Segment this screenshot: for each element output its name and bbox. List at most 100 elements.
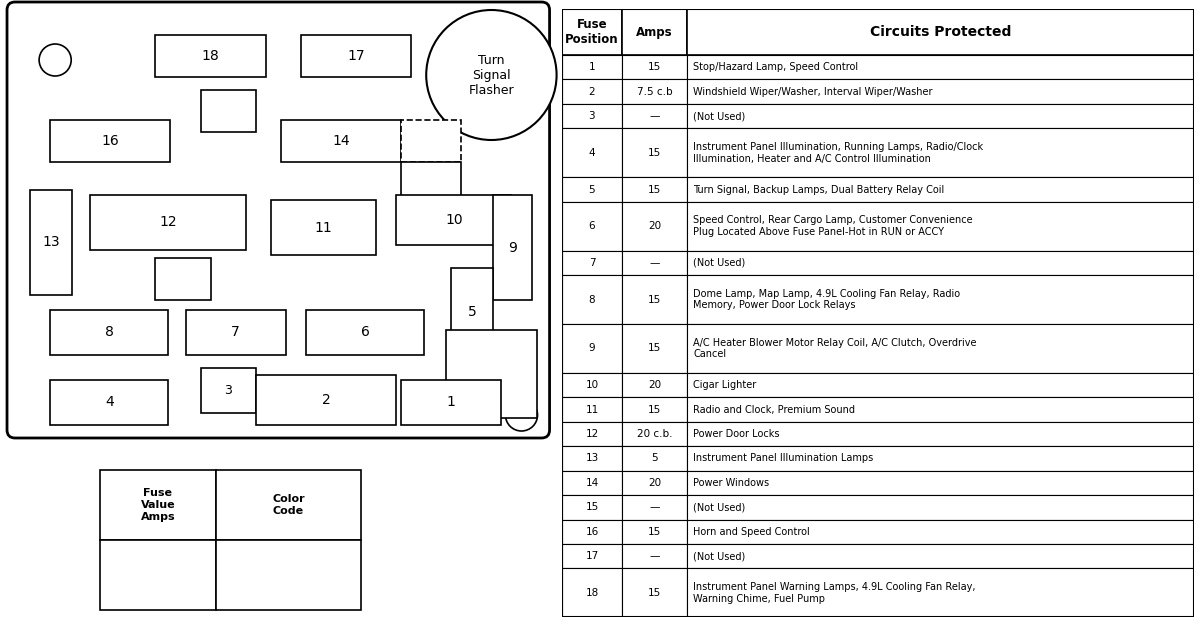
Text: 20: 20 (648, 478, 661, 488)
Text: (Not Used): (Not Used) (694, 502, 745, 512)
Text: 8: 8 (104, 326, 114, 340)
Bar (686, 202, 1194, 251)
Bar (562, 104, 623, 129)
Text: 18: 18 (586, 588, 599, 598)
Text: Amps: Amps (636, 26, 673, 39)
Text: 16: 16 (586, 527, 599, 537)
Bar (562, 275, 623, 324)
Bar (686, 544, 1194, 568)
Bar (562, 251, 623, 275)
Text: Turn Signal, Backup Lamps, Dual Battery Relay Coil: Turn Signal, Backup Lamps, Dual Battery … (694, 185, 944, 195)
Bar (686, 446, 1194, 471)
Bar (686, 373, 1194, 398)
Bar (562, 471, 623, 495)
Text: Color
Code: Color Code (272, 494, 305, 516)
Bar (562, 177, 623, 202)
Text: —: — (649, 258, 660, 268)
Bar (623, 202, 686, 251)
Text: Power Windows: Power Windows (694, 478, 769, 488)
Text: 4: 4 (589, 148, 595, 158)
Text: 17: 17 (347, 49, 365, 63)
Text: 10: 10 (586, 380, 599, 390)
Bar (686, 471, 1194, 495)
Bar (562, 398, 623, 422)
Text: (Not Used): (Not Used) (694, 551, 745, 561)
FancyBboxPatch shape (271, 200, 376, 255)
Text: 1: 1 (446, 396, 456, 410)
Bar (686, 9, 1194, 55)
FancyBboxPatch shape (50, 310, 168, 355)
Text: Stop/Hazard Lamp, Speed Control: Stop/Hazard Lamp, Speed Control (694, 62, 858, 72)
Text: 11: 11 (314, 220, 332, 234)
Bar (623, 79, 686, 104)
FancyBboxPatch shape (7, 2, 550, 438)
Text: Cigar Lighter: Cigar Lighter (694, 380, 756, 390)
Bar (562, 422, 623, 446)
Text: 16: 16 (102, 134, 119, 148)
Bar (623, 251, 686, 275)
Text: 9: 9 (589, 343, 595, 353)
Bar (686, 79, 1194, 104)
Text: 13: 13 (586, 454, 599, 464)
Bar (686, 324, 1194, 373)
Text: 18: 18 (202, 49, 220, 63)
Bar (623, 520, 686, 544)
Bar (686, 568, 1194, 617)
Bar (623, 495, 686, 520)
Text: 5: 5 (589, 185, 595, 195)
Text: (Not Used): (Not Used) (694, 111, 745, 121)
Text: 5: 5 (652, 454, 658, 464)
Text: 3: 3 (224, 384, 232, 397)
Bar (562, 446, 623, 471)
Text: 3: 3 (589, 111, 595, 121)
Text: 8: 8 (589, 295, 595, 304)
Bar (623, 55, 686, 79)
FancyBboxPatch shape (200, 368, 256, 413)
Bar (686, 104, 1194, 129)
Bar (562, 129, 623, 177)
FancyBboxPatch shape (396, 195, 511, 245)
Bar (686, 177, 1194, 202)
Text: Fuse
Position: Fuse Position (565, 18, 619, 46)
FancyBboxPatch shape (301, 35, 412, 77)
FancyBboxPatch shape (493, 195, 532, 300)
Bar (562, 55, 623, 79)
Circle shape (426, 10, 557, 140)
Text: 6: 6 (589, 221, 595, 231)
FancyBboxPatch shape (50, 380, 168, 425)
Bar (562, 373, 623, 398)
Bar (686, 422, 1194, 446)
Text: Instrument Panel Illumination Lamps: Instrument Panel Illumination Lamps (694, 454, 874, 464)
Text: 15: 15 (648, 185, 661, 195)
Text: 12: 12 (586, 429, 599, 439)
FancyBboxPatch shape (50, 120, 170, 162)
Bar (623, 544, 686, 568)
Text: 6: 6 (361, 326, 370, 340)
Text: 15: 15 (648, 404, 661, 415)
Text: Windshield Wiper/Washer, Interval Wiper/Washer: Windshield Wiper/Washer, Interval Wiper/… (694, 87, 932, 97)
Text: —: — (649, 502, 660, 512)
Bar (623, 275, 686, 324)
Bar (623, 177, 686, 202)
Text: 15: 15 (648, 527, 661, 537)
Text: Instrument Panel Warning Lamps, 4.9L Cooling Fan Relay,
Warning Chime, Fuel Pump: Instrument Panel Warning Lamps, 4.9L Coo… (694, 582, 976, 604)
Text: 20: 20 (648, 380, 661, 390)
FancyBboxPatch shape (401, 120, 461, 162)
Text: —: — (649, 551, 660, 561)
Text: (Not Used): (Not Used) (694, 258, 745, 268)
FancyBboxPatch shape (216, 540, 361, 610)
FancyBboxPatch shape (401, 162, 461, 197)
Text: Power Door Locks: Power Door Locks (694, 429, 780, 439)
Text: 7.5 c.b: 7.5 c.b (637, 87, 672, 97)
FancyBboxPatch shape (200, 90, 256, 132)
Bar (623, 446, 686, 471)
Text: 15: 15 (648, 588, 661, 598)
Text: Fuse
Value
Amps: Fuse Value Amps (140, 488, 175, 522)
FancyBboxPatch shape (101, 540, 216, 610)
Text: 1: 1 (589, 62, 595, 72)
Bar (623, 104, 686, 129)
Text: Circuits Protected: Circuits Protected (870, 25, 1012, 39)
Circle shape (40, 44, 71, 76)
Bar (562, 544, 623, 568)
Bar (562, 568, 623, 617)
